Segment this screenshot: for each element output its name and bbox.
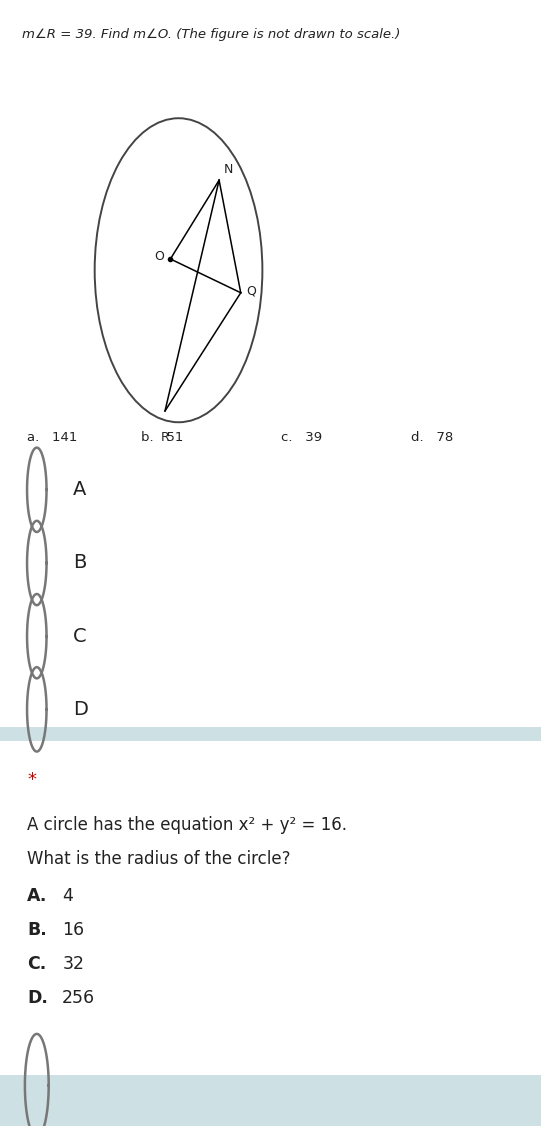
Text: A.: A. — [27, 887, 48, 905]
Text: a.   141: a. 141 — [27, 431, 77, 445]
Text: 256: 256 — [62, 989, 95, 1007]
Text: 32: 32 — [62, 955, 84, 973]
Text: C.: C. — [27, 955, 47, 973]
Bar — [0, 727, 541, 741]
Text: *: * — [27, 771, 36, 789]
Bar — [0, 1075, 541, 1126]
Text: B.: B. — [27, 921, 47, 939]
Text: A circle has the equation x² + y² = 16.: A circle has the equation x² + y² = 16. — [27, 816, 347, 834]
Text: N: N — [223, 162, 233, 176]
Text: B: B — [73, 554, 87, 572]
Text: What is the radius of the circle?: What is the radius of the circle? — [27, 850, 291, 868]
Text: Q: Q — [246, 284, 256, 297]
Text: D.: D. — [27, 989, 48, 1007]
Text: R: R — [161, 431, 169, 445]
Text: 4: 4 — [62, 887, 73, 905]
Text: b.   51: b. 51 — [141, 431, 183, 445]
Text: d.   78: d. 78 — [411, 431, 453, 445]
Text: D: D — [73, 700, 88, 718]
Text: O: O — [154, 250, 164, 263]
Text: 16: 16 — [62, 921, 84, 939]
Text: C: C — [73, 627, 87, 645]
Text: m∠R = 39. Find m∠O. (The figure is not drawn to scale.): m∠R = 39. Find m∠O. (The figure is not d… — [22, 28, 400, 42]
Text: c.   39: c. 39 — [281, 431, 322, 445]
Text: A: A — [73, 481, 87, 499]
